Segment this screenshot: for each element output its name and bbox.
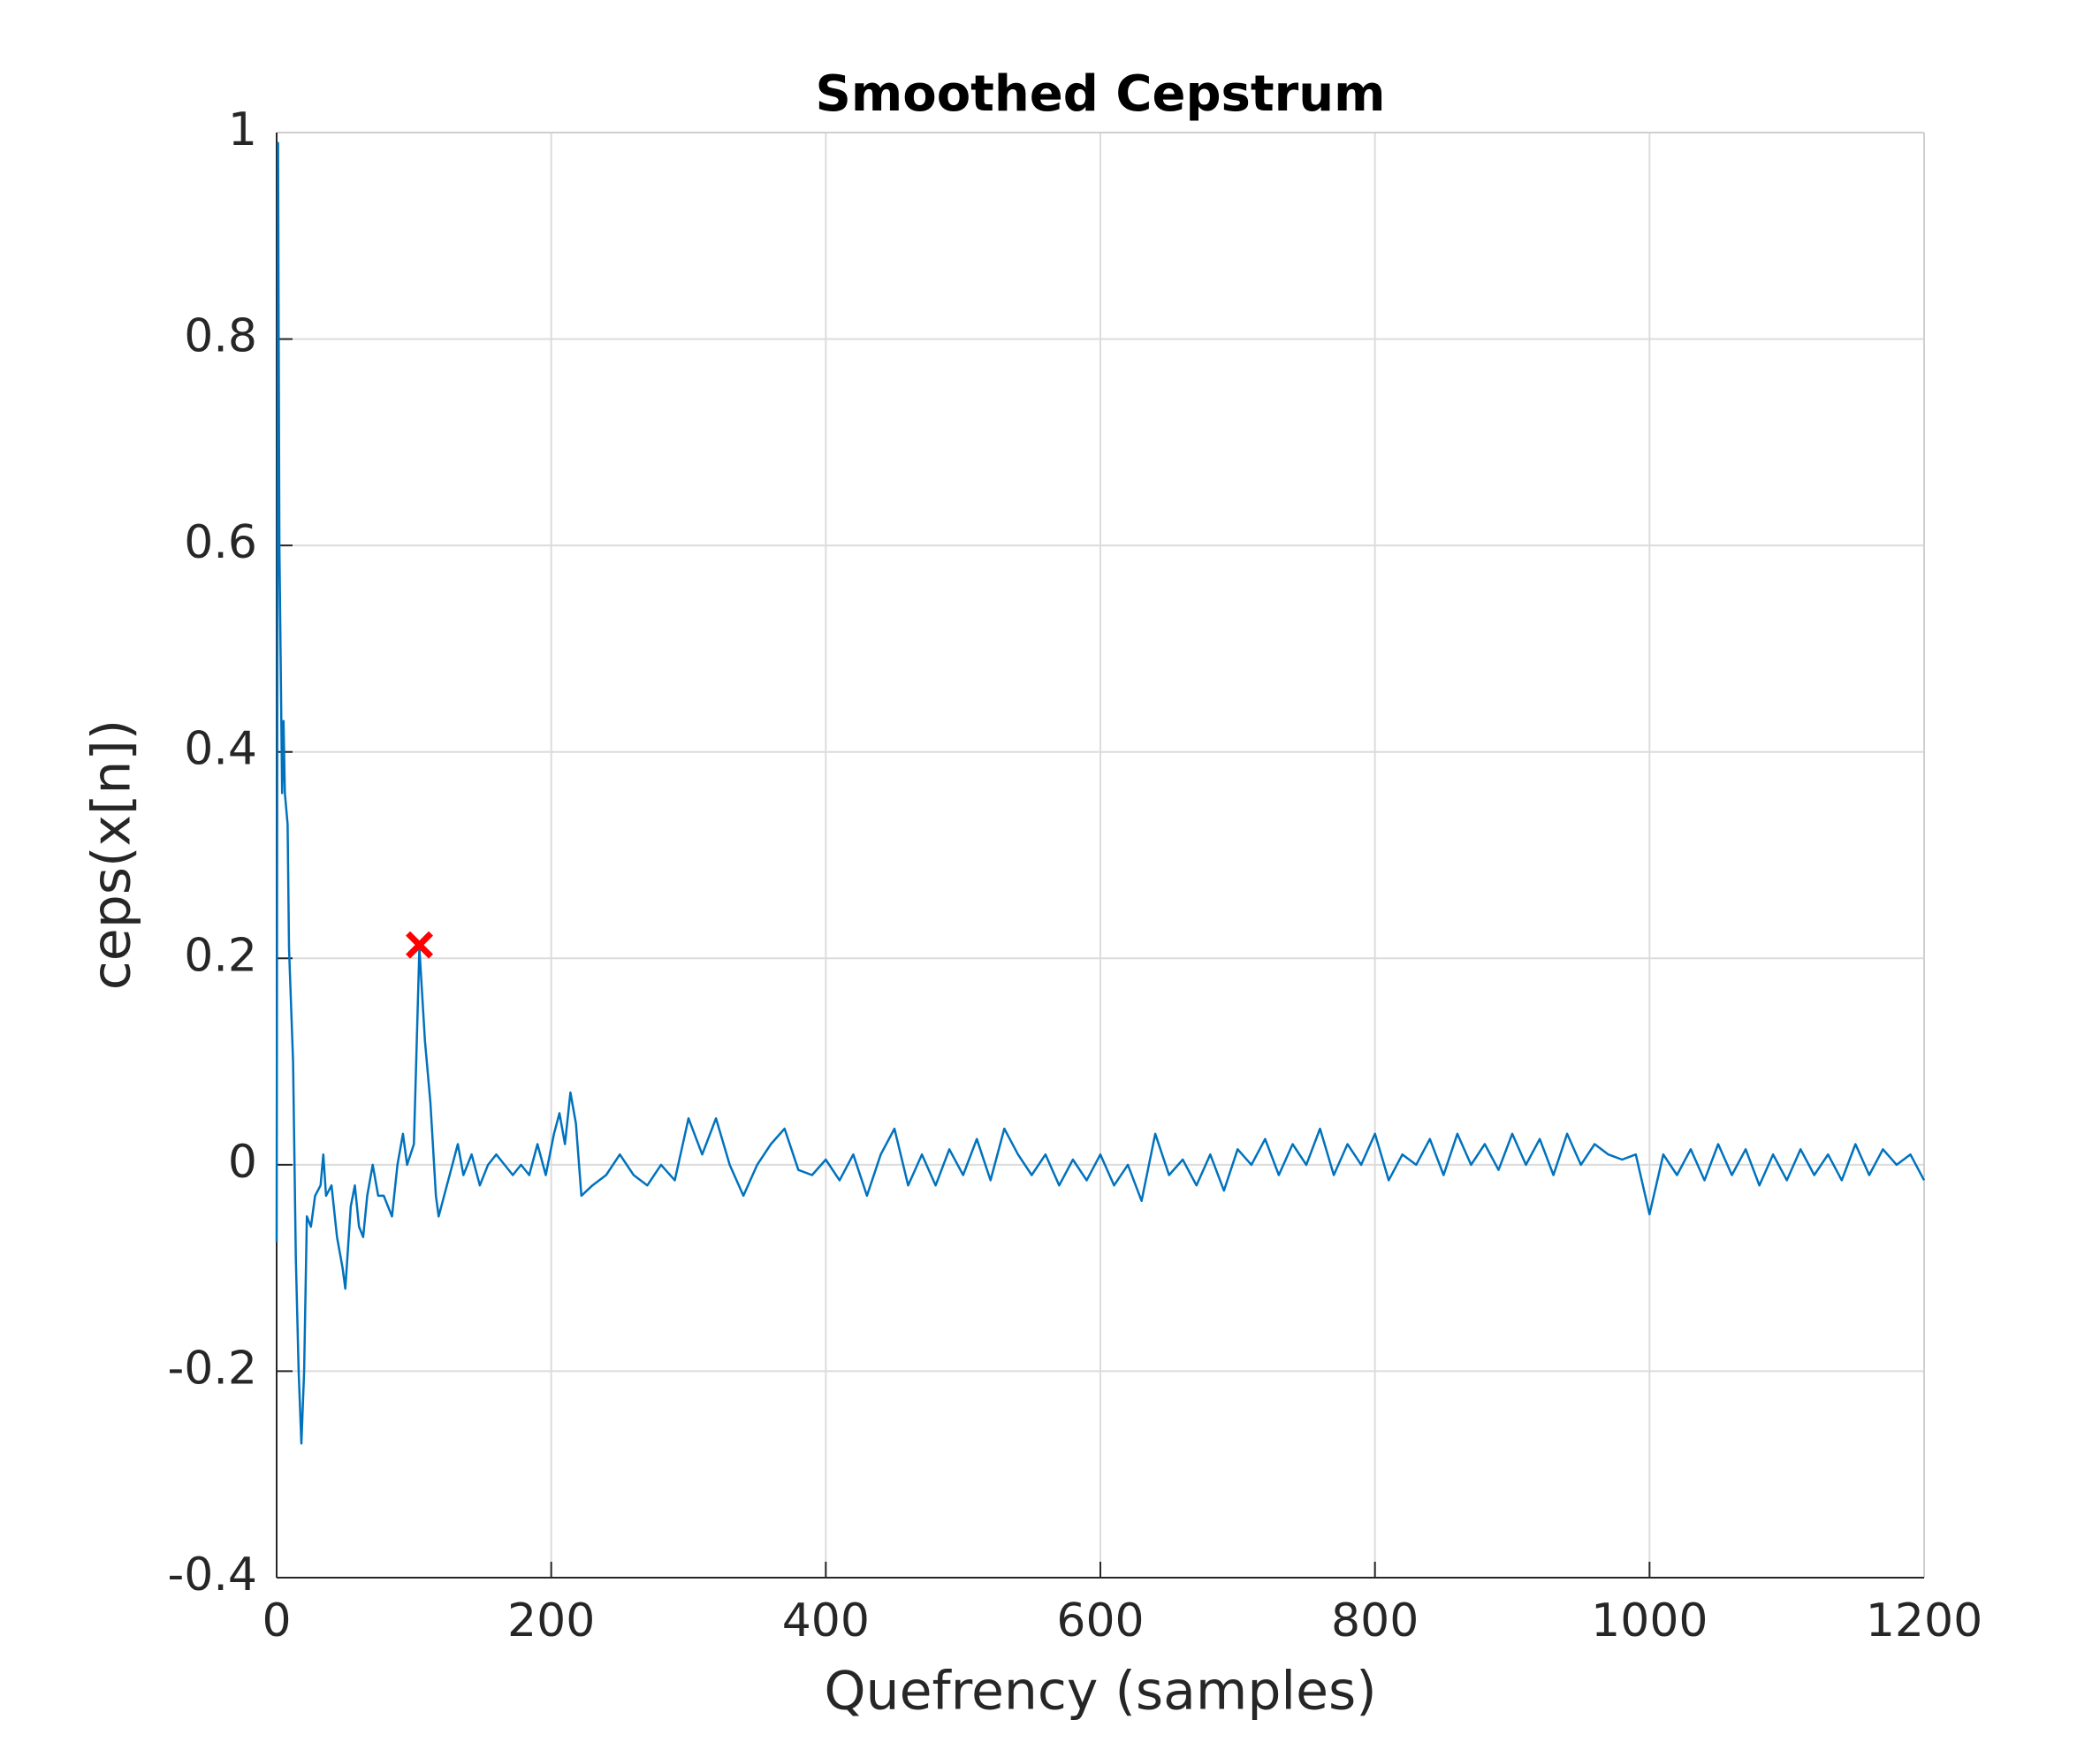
y-tick-label: 0.2 <box>184 929 257 982</box>
y-tick-label: 0.4 <box>184 723 257 776</box>
y-tick-label: -0.4 <box>168 1548 257 1602</box>
chart-title: Smoothed Cepstrum <box>816 65 1386 123</box>
y-tick-label: 1 <box>228 103 257 156</box>
x-tick-label: 200 <box>507 1594 595 1647</box>
y-axis-label: ceps(x[n]) <box>81 719 143 990</box>
y-tick-label: 0 <box>228 1136 257 1189</box>
y-tick-label: -0.2 <box>168 1342 257 1395</box>
x-tick-label: 800 <box>1331 1594 1419 1647</box>
x-axis-label: Quefrency (samples) <box>824 1661 1376 1723</box>
peak-marker <box>406 931 434 959</box>
y-tick-label: 0.8 <box>184 310 257 363</box>
x-tick-label: 1200 <box>1866 1594 1982 1647</box>
x-tick-label: 600 <box>1056 1594 1144 1647</box>
data-line <box>275 141 1926 1445</box>
x-tick-label: 1000 <box>1591 1594 1708 1647</box>
y-tick-label: 0.6 <box>184 516 257 569</box>
x-tick-label: 400 <box>782 1594 870 1647</box>
x-tick-label: 0 <box>262 1594 291 1647</box>
